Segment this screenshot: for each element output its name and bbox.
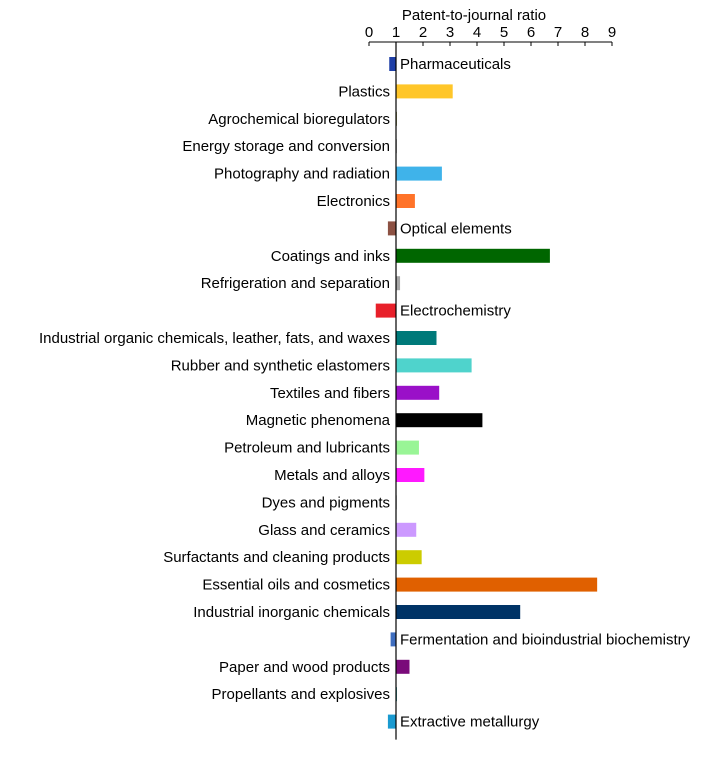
category-label: Energy storage and conversion: [182, 138, 390, 155]
x-axis-title: Patent-to-journal ratio: [402, 7, 546, 24]
x-axis-ticks: 0 1 2 3 4 5 6 7 8 9: [365, 24, 616, 46]
category-label: Industrial organic chemicals, leather, f…: [39, 330, 390, 347]
category-label: Glass and ceramics: [258, 522, 390, 539]
category-label: Plastics: [338, 83, 390, 100]
bar: [389, 57, 396, 71]
category-label: Extractive metallurgy: [400, 714, 540, 731]
category-label: Coatings and inks: [271, 248, 390, 265]
bar: [396, 331, 437, 345]
bar: [387, 221, 396, 236]
bar: [396, 84, 453, 99]
x-tick-label: 4: [473, 24, 481, 41]
category-label: Electrochemistry: [400, 303, 511, 320]
category-label: Metals and alloys: [274, 467, 390, 484]
category-label: Dyes and pigments: [262, 494, 390, 511]
category-label: Surfactants and cleaning products: [163, 549, 390, 566]
bar: [390, 632, 396, 647]
category-label: Refrigeration and separation: [201, 275, 390, 292]
category-label: Photography and radiation: [214, 166, 390, 183]
bar: [396, 577, 598, 592]
category-label: Paper and wood products: [219, 659, 390, 676]
category-label: Optical elements: [400, 220, 512, 237]
bar: [396, 358, 472, 373]
x-tick-label: 6: [527, 24, 535, 41]
bar: [396, 605, 521, 619]
bar: [396, 522, 417, 537]
bar: [396, 194, 415, 208]
bar: [396, 550, 422, 565]
bar: [396, 440, 419, 455]
bars: [375, 57, 598, 729]
category-label: Electronics: [317, 193, 390, 210]
x-tick-label: 8: [581, 24, 589, 41]
category-label: Propellants and explosives: [212, 686, 390, 703]
x-tick-label: 3: [446, 24, 454, 41]
bar: [396, 276, 401, 291]
bar: [375, 303, 396, 318]
category-label: Pharmaceuticals: [400, 56, 511, 73]
category-label: Petroleum and lubricants: [224, 440, 390, 457]
bar: [396, 166, 442, 181]
bar: [387, 714, 396, 729]
bar: [396, 385, 440, 400]
bar: [396, 468, 425, 482]
x-tick-label: 2: [419, 24, 427, 41]
category-label: Rubber and synthetic elastomers: [171, 357, 390, 374]
x-tick-label: 9: [608, 24, 616, 41]
category-labels: Pharmaceuticals Plastics Agrochemical bior…: [39, 56, 691, 731]
category-label: Industrial inorganic chemicals: [193, 604, 390, 621]
bar: [396, 659, 410, 674]
x-tick-label: 1: [392, 24, 400, 41]
bar: [396, 248, 550, 263]
category-label: Magnetic phenomena: [246, 412, 391, 429]
x-tick-label: 5: [500, 24, 508, 41]
category-label: Fermentation and bioindustrial biochemis…: [400, 631, 691, 648]
x-tick-label: 7: [554, 24, 562, 41]
category-label: Textiles and fibers: [270, 385, 390, 402]
x-tick-label: 0: [365, 24, 373, 41]
category-label: Agrochemical bioregulators: [208, 111, 390, 128]
category-label: Essential oils and cosmetics: [202, 577, 390, 594]
bar: [396, 413, 483, 428]
